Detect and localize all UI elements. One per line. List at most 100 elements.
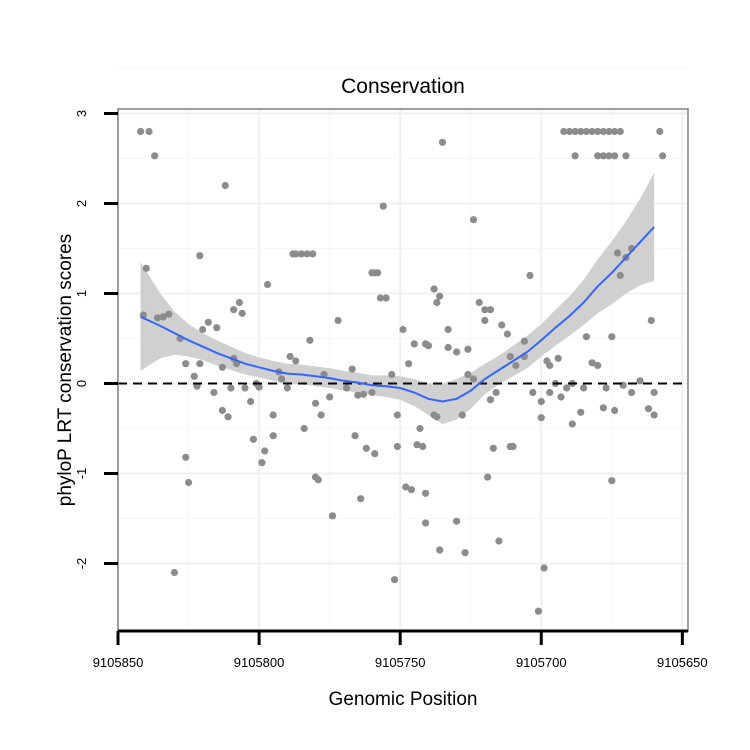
data-point <box>602 384 610 392</box>
data-point <box>430 285 438 293</box>
data-point <box>317 411 325 419</box>
data-point <box>650 411 658 419</box>
data-point <box>594 361 602 370</box>
data-point <box>393 442 401 451</box>
y-tick-label: 0 <box>74 380 89 387</box>
data-point <box>218 363 227 371</box>
data-point <box>184 478 193 487</box>
data-point <box>221 181 229 190</box>
data-point <box>475 298 483 307</box>
data-point <box>433 413 441 421</box>
data-point <box>196 252 204 260</box>
data-point <box>599 127 607 136</box>
data-point <box>306 336 314 344</box>
data-point <box>636 377 644 385</box>
data-point <box>599 404 607 412</box>
data-point <box>311 473 320 481</box>
data-point <box>405 360 413 368</box>
data-point <box>359 390 368 398</box>
data-point <box>605 152 613 160</box>
data-point <box>588 359 596 367</box>
data-point <box>300 424 308 433</box>
x-tick-label: 9105700 <box>516 655 567 670</box>
data-point <box>413 441 421 449</box>
data-point <box>498 321 506 329</box>
data-point <box>263 280 272 289</box>
data-point <box>611 127 619 136</box>
data-point <box>297 250 306 258</box>
data-point <box>303 250 311 258</box>
data-point <box>492 388 500 397</box>
data-point <box>249 435 258 443</box>
y-tick-label: 3 <box>74 110 89 117</box>
data-point <box>407 486 416 494</box>
data-point <box>608 477 616 485</box>
data-point <box>424 342 432 350</box>
data-point <box>354 391 362 399</box>
data-point <box>368 388 376 397</box>
data-point <box>145 127 153 136</box>
data-point <box>421 489 430 497</box>
data-point <box>182 360 190 368</box>
data-point <box>258 459 266 467</box>
data-point <box>416 424 424 433</box>
data-point <box>235 298 243 307</box>
data-point <box>571 127 579 136</box>
data-point <box>165 310 173 318</box>
data-point <box>512 361 520 370</box>
data-point <box>540 564 548 572</box>
data-point <box>650 388 658 397</box>
data-point <box>616 271 624 280</box>
y-tick-label: 1 <box>74 290 89 297</box>
data-point <box>464 345 472 353</box>
data-point <box>399 325 407 334</box>
plot-border <box>117 108 689 632</box>
data-point <box>506 352 514 361</box>
x-tick-label: 9105800 <box>234 655 285 670</box>
data-point <box>486 396 495 404</box>
chart-title: Conservation <box>341 75 465 98</box>
data-point <box>142 264 150 272</box>
data-point <box>402 483 410 491</box>
data-point <box>334 316 342 325</box>
data-point <box>269 432 277 440</box>
data-point <box>461 549 469 557</box>
y-tick-label: -1 <box>74 468 89 480</box>
data-point <box>577 408 585 416</box>
data-point <box>659 152 667 160</box>
data-point <box>436 292 444 300</box>
data-point <box>568 420 576 428</box>
data-point <box>438 138 447 146</box>
x-tick-label: 9105650 <box>657 655 708 670</box>
data-point <box>599 152 607 160</box>
data-point <box>292 250 300 258</box>
data-point <box>582 127 591 136</box>
data-point <box>444 325 452 334</box>
data-point <box>213 324 221 332</box>
y-axis: 3 2 1 0 -1 -2 <box>74 110 118 569</box>
data-point <box>241 384 249 392</box>
data-point <box>644 405 653 413</box>
y-tick-label: -2 <box>74 558 89 570</box>
data-point <box>436 546 444 554</box>
data-point <box>309 250 317 258</box>
data-point <box>224 413 232 421</box>
data-point <box>605 127 613 136</box>
data-point <box>278 375 286 383</box>
data-point <box>362 444 370 452</box>
data-point <box>481 306 489 314</box>
data-point <box>151 152 159 160</box>
data-point <box>611 406 619 415</box>
data-point <box>582 333 591 341</box>
x-tick-label: 9105750 <box>375 655 426 670</box>
x-axis-label: Genomic Position <box>329 689 478 710</box>
data-point <box>594 152 602 160</box>
data-point <box>520 337 528 345</box>
data-point <box>419 442 427 451</box>
data-point <box>357 495 365 503</box>
data-point <box>382 294 390 302</box>
data-point <box>190 372 198 380</box>
data-points <box>136 127 667 615</box>
data-point <box>453 517 461 525</box>
data-point <box>390 576 399 584</box>
